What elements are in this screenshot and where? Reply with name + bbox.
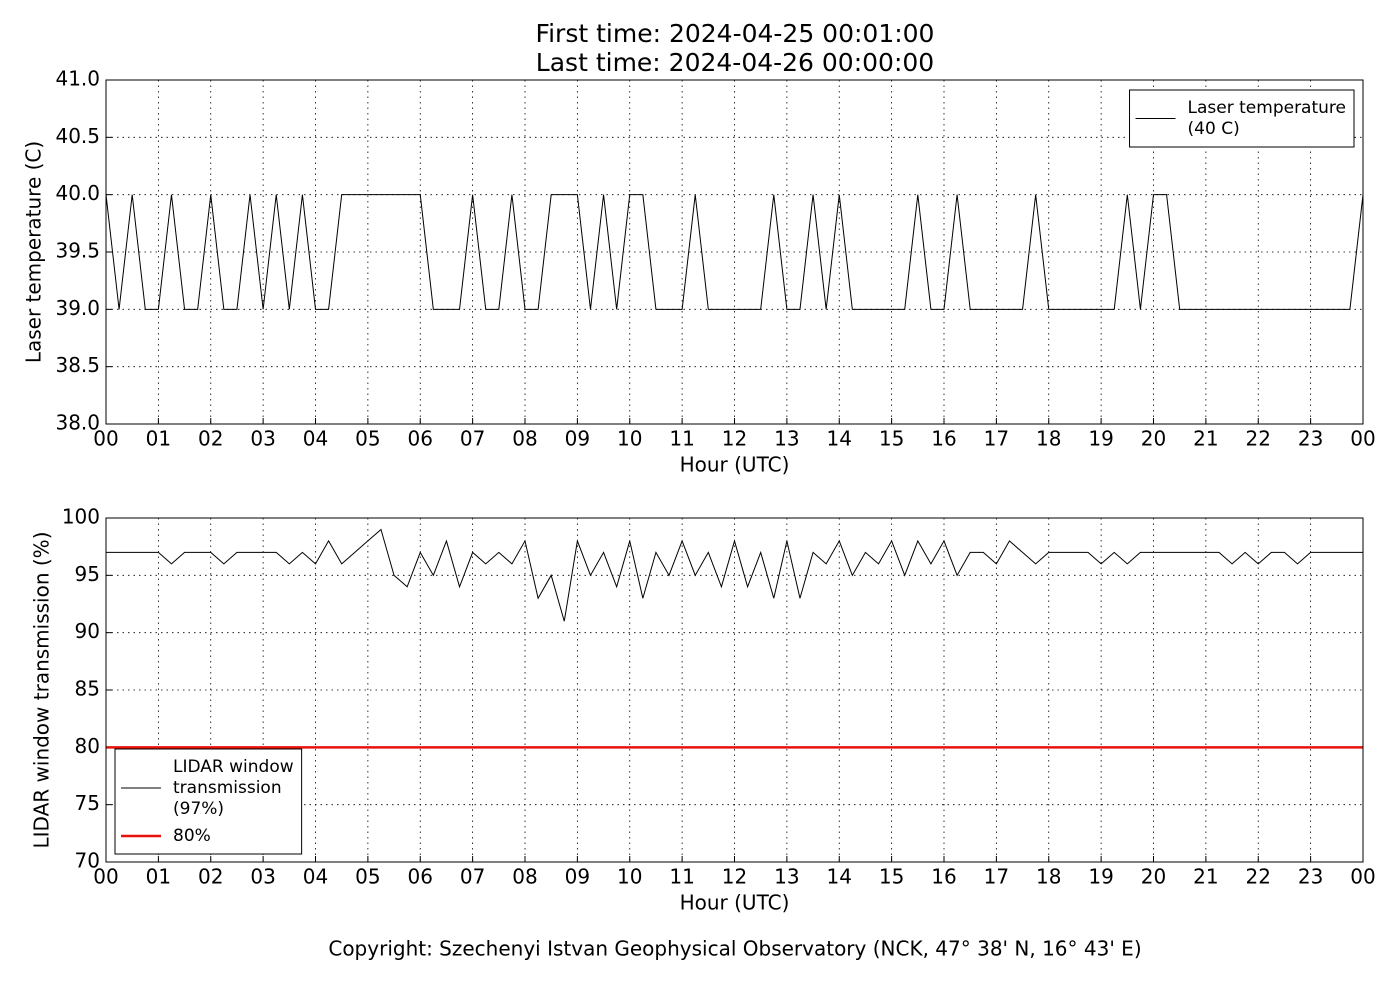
x-tick-label: 09 [565,427,590,451]
legend-label: (97%) [173,799,224,819]
legend-label: (40 C) [1188,119,1240,139]
x-tick-label: 04 [303,865,328,889]
x-tick-label: 00 [93,427,118,451]
data-line [105,194,1364,310]
y-tick-label: 40.5 [55,124,100,148]
x-tick-label: 12 [722,865,747,889]
y-tick-label: 40.0 [55,181,100,205]
x-axis-label: Hour (UTC) [680,453,790,477]
x-tick-label: 14 [827,865,852,889]
y-tick-label: 80 [75,734,100,758]
x-tick-label: 05 [355,427,380,451]
x-tick-label: 00 [1350,427,1375,451]
x-tick-label: 06 [408,427,433,451]
x-tick-label: 22 [1246,427,1271,451]
legend-label: LIDAR window [173,757,294,777]
x-tick-label: 17 [984,865,1009,889]
x-tick-label: 00 [93,865,118,889]
x-tick-label: 01 [146,865,171,889]
y-tick-label: 39.5 [55,239,100,263]
x-tick-label: 22 [1246,865,1271,889]
legend: Laser temperature(40 C) [1129,89,1355,148]
y-tick-label: 75 [75,791,100,815]
x-tick-label: 08 [512,865,537,889]
x-tick-label: 19 [1088,427,1113,451]
x-tick-label: 21 [1193,427,1218,451]
x-tick-label: 01 [146,427,171,451]
x-axis-label: Hour (UTC) [680,891,790,915]
y-tick-label: 38.5 [55,353,100,377]
x-tick-label: 20 [1141,427,1166,451]
x-tick-label: 10 [617,427,642,451]
legend-label: Laser temperature [1188,98,1346,118]
y-tick-label: 100 [62,505,100,529]
x-tick-label: 21 [1193,865,1218,889]
x-tick-label: 11 [669,427,694,451]
x-tick-label: 03 [250,427,275,451]
y-axis-label: Laser temperature (C) [22,141,46,363]
y-tick-label: 39.0 [55,296,100,320]
x-tick-label: 18 [1036,865,1061,889]
title-line: First time: 2024-04-25 00:01:00 [536,19,935,48]
x-tick-label: 18 [1036,427,1061,451]
x-tick-label: 13 [774,865,799,889]
x-tick-label: 12 [722,427,747,451]
x-tick-label: 02 [198,427,223,451]
x-tick-label: 16 [931,427,956,451]
x-tick-label: 10 [617,865,642,889]
x-tick-label: 17 [984,427,1009,451]
y-axis-label: LIDAR window transmission (%) [30,532,54,849]
y-tick-label: 95 [75,562,100,586]
y-tick-label: 85 [75,677,100,701]
y-tick-label: 70 [75,849,100,873]
x-tick-label: 16 [931,865,956,889]
x-tick-label: 20 [1141,865,1166,889]
title-line: Last time: 2024-04-26 00:00:00 [536,48,934,77]
plot-frame [105,517,1364,863]
x-tick-label: 19 [1088,865,1113,889]
y-tick-label: 90 [75,619,100,643]
x-tick-label: 03 [250,865,275,889]
legend-label: transmission [173,778,282,798]
x-tick-label: 00 [1350,865,1375,889]
x-tick-label: 13 [774,427,799,451]
x-tick-label: 23 [1298,865,1323,889]
y-tick-label: 41.0 [55,67,100,91]
x-tick-label: 15 [879,427,904,451]
x-tick-label: 15 [879,865,904,889]
x-tick-label: 07 [460,427,485,451]
x-tick-label: 11 [669,865,694,889]
x-tick-label: 08 [512,427,537,451]
x-tick-label: 06 [408,865,433,889]
footer: Copyright: Szechenyi Istvan Geophysical … [328,937,1141,961]
x-tick-label: 09 [565,865,590,889]
x-tick-label: 14 [827,427,852,451]
x-tick-label: 23 [1298,427,1323,451]
x-tick-label: 05 [355,865,380,889]
x-tick-label: 02 [198,865,223,889]
legend-label: 80% [173,826,211,846]
data-line [106,528,1363,622]
plot-frame [105,79,1364,425]
x-tick-label: 07 [460,865,485,889]
x-tick-label: 04 [303,427,328,451]
y-tick-label: 38.0 [55,411,100,435]
